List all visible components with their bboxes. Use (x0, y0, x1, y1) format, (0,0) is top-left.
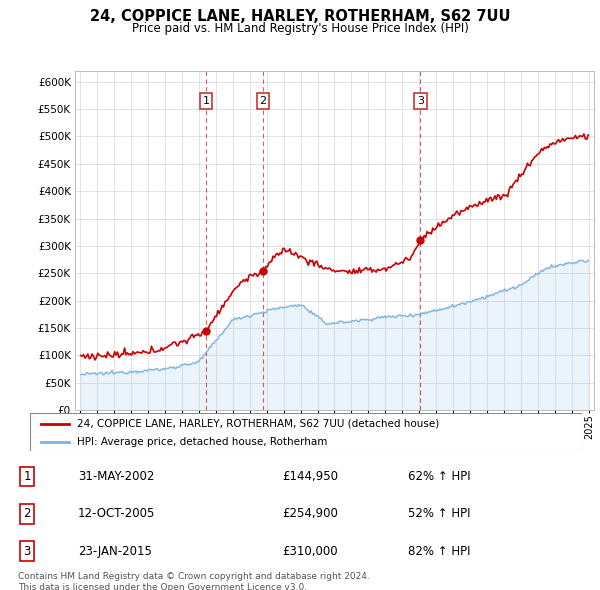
Text: Contains HM Land Registry data © Crown copyright and database right 2024.: Contains HM Land Registry data © Crown c… (18, 572, 370, 581)
Text: 24, COPPICE LANE, HARLEY, ROTHERHAM, S62 7UU: 24, COPPICE LANE, HARLEY, ROTHERHAM, S62… (90, 9, 510, 24)
Text: 52% ↑ HPI: 52% ↑ HPI (408, 507, 470, 520)
Text: 2: 2 (260, 96, 266, 106)
Text: HPI: Average price, detached house, Rotherham: HPI: Average price, detached house, Roth… (77, 437, 327, 447)
Text: £254,900: £254,900 (282, 507, 338, 520)
Text: 12-OCT-2005: 12-OCT-2005 (78, 507, 155, 520)
Text: £144,950: £144,950 (282, 470, 338, 483)
Text: 1: 1 (23, 470, 31, 483)
Text: 62% ↑ HPI: 62% ↑ HPI (408, 470, 470, 483)
Text: 24, COPPICE LANE, HARLEY, ROTHERHAM, S62 7UU (detached house): 24, COPPICE LANE, HARLEY, ROTHERHAM, S62… (77, 419, 439, 429)
Text: 3: 3 (417, 96, 424, 106)
Text: 2: 2 (23, 507, 31, 520)
Text: This data is licensed under the Open Government Licence v3.0.: This data is licensed under the Open Gov… (18, 583, 307, 590)
Text: Price paid vs. HM Land Registry's House Price Index (HPI): Price paid vs. HM Land Registry's House … (131, 22, 469, 35)
FancyBboxPatch shape (30, 413, 582, 451)
Text: 23-JAN-2015: 23-JAN-2015 (78, 545, 152, 558)
Text: 31-MAY-2002: 31-MAY-2002 (78, 470, 154, 483)
Text: 3: 3 (23, 545, 31, 558)
Text: 82% ↑ HPI: 82% ↑ HPI (408, 545, 470, 558)
Text: £310,000: £310,000 (282, 545, 338, 558)
Text: 1: 1 (202, 96, 209, 106)
